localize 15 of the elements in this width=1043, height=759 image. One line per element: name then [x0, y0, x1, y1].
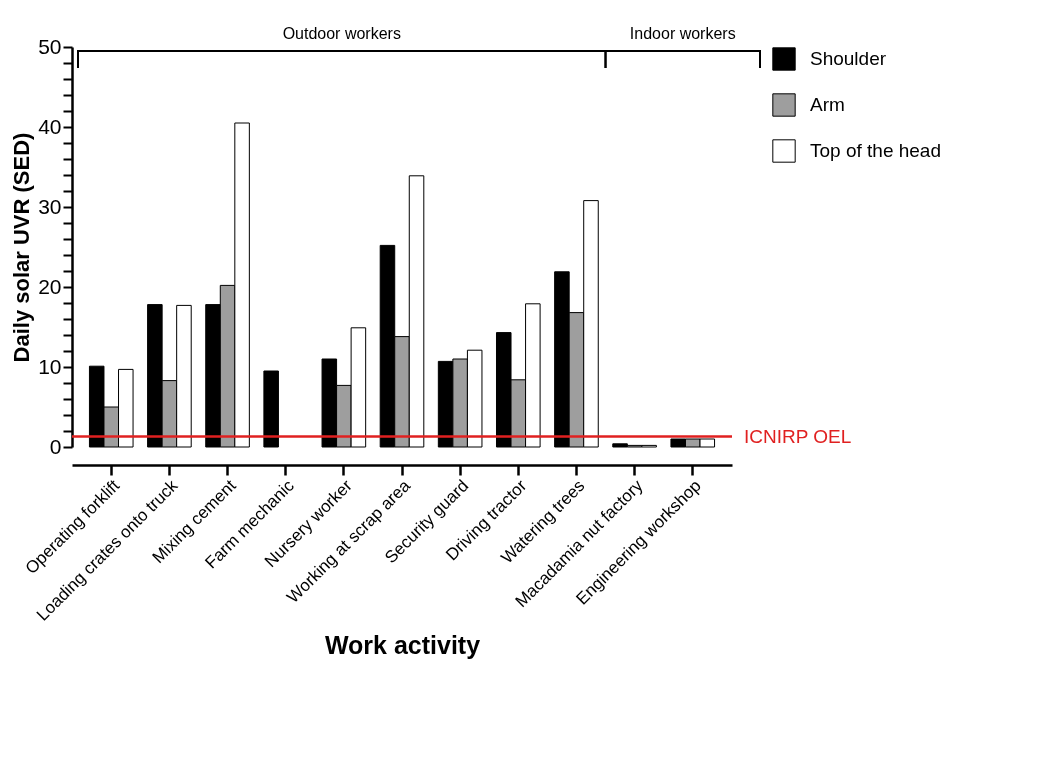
y-tick-label: 40 — [38, 114, 62, 138]
y-tick-label: 50 — [38, 34, 62, 58]
y-tick-label: 20 — [38, 274, 62, 298]
ref-line-label: ICNIRP OEL — [744, 425, 852, 447]
y-tick-label: 30 — [38, 194, 62, 218]
bar — [263, 370, 279, 448]
legend-label: Top of the head — [810, 140, 941, 161]
y-tick-label: 10 — [38, 354, 62, 378]
legend-label: Arm — [810, 94, 845, 115]
text: Outdoor workers — [282, 25, 401, 42]
legend-label: Shoulder — [810, 48, 887, 69]
y-axis-title: Daily solar UVR (SED) — [9, 132, 35, 363]
x-axis-title: Work activity — [324, 630, 481, 659]
text: Indoor workers — [629, 25, 736, 42]
y-tick-label: 0 — [49, 434, 62, 458]
